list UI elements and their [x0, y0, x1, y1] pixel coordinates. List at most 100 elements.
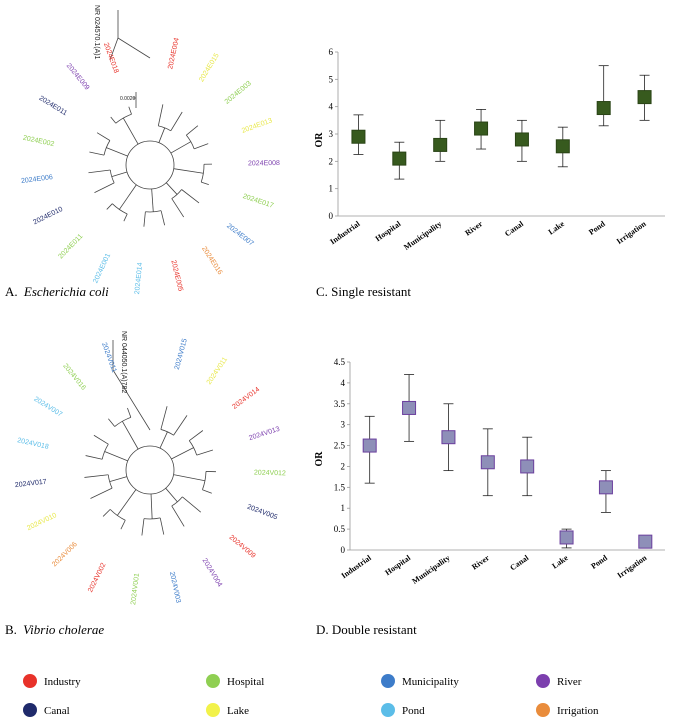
legend-swatch-irrigation [536, 703, 550, 717]
data-point-canal [520, 459, 535, 474]
x-category-label: Irrigation [615, 219, 648, 246]
tree-b-leaf-label: 2024V011 [100, 342, 117, 374]
tree-b-outgroup: NR 044050.1(A)782 [120, 331, 127, 393]
tree-a-leaf-label: 2024E004 [167, 37, 181, 70]
svg-text:B. Vibrio cholerae: B. Vibrio cholerae [5, 622, 104, 637]
tree-a-leaf-label: 2024E010 [32, 206, 64, 227]
tree-b-leaf-label: 2024V012 [254, 470, 286, 478]
chart-d-ylabel: OR [314, 451, 325, 467]
legend-label: Municipality [402, 676, 459, 688]
y-tick-label: 3.5 [334, 399, 346, 409]
y-tick-label: 2.5 [334, 441, 346, 451]
tree-a-leaf-label: 2024E005 [169, 259, 183, 292]
x-category-label: Irrigation [616, 553, 649, 580]
caption-a-prefix: A. [5, 284, 18, 299]
tree-a-outgroup: NR 024570.1(A)1 [93, 5, 100, 60]
tree-a-leaf-label: 2024E011 [38, 95, 69, 117]
legend-swatch-pond [381, 703, 395, 717]
data-point-irrigation [638, 534, 653, 549]
legend-label: Irrigation [557, 705, 599, 717]
y-tick-label: 3 [329, 129, 334, 139]
legend-swatch-municipality [381, 674, 395, 688]
caption-a: A. Escherichia coli [5, 284, 109, 299]
x-category-label: Canal [508, 553, 531, 573]
tree-a-leaf-label: 2024E018 [102, 42, 120, 74]
data-point-pond [598, 480, 613, 495]
x-category-label: Canal [503, 219, 526, 239]
data-point-municipality [441, 430, 456, 445]
data-point-pond [596, 101, 611, 116]
tree-a-leaf-label: 2024E006 [21, 174, 54, 185]
tree-a-leaf-label: 2024E015 [198, 52, 221, 83]
data-point-industrial [351, 129, 366, 144]
legend-label: Industry [44, 676, 81, 688]
tree-b-leaf-label: 2024V006 [51, 541, 79, 569]
tree-b-leaf-label: 2024V002 [87, 562, 107, 594]
x-category-label: Municipality [402, 219, 443, 252]
tree-b-leaf-label: 2024V007 [32, 396, 63, 419]
tree-b-leaf-label: 2024V016 [61, 363, 87, 392]
tree-a-leaf-label: 2024E011 [57, 233, 84, 260]
chart-c-ylabel: OR [314, 132, 325, 148]
x-category-label: River [470, 553, 491, 572]
y-tick-label: 4 [329, 102, 334, 112]
tree-a-leaf-label: 2024E007 [225, 223, 255, 248]
tree-a-leaf-label: 2024E014 [134, 262, 144, 295]
data-point-hospital [402, 400, 417, 415]
legend-label: Lake [227, 705, 249, 717]
x-category-label: Lake [550, 553, 570, 571]
y-tick-label: 4 [341, 378, 346, 388]
tree-a-leaf-label: 2024E009 [65, 62, 91, 91]
tree-panel-b: NR 044050.1(A)782 [84, 331, 216, 536]
tree-a-leaf-label: 2024E001 [92, 252, 112, 284]
y-tick-label: 0.5 [334, 524, 346, 534]
y-tick-label: 1 [329, 184, 334, 194]
x-category-label: Industrial [340, 553, 374, 580]
tree-a-scale: 0.0020 [120, 96, 136, 102]
tree-a-leaf-label: 2024E017 [242, 193, 275, 210]
tree-b-leaf-label: 2024V014 [231, 386, 261, 411]
svg-text:A. Escherichia coli: A. Escherichia coli [5, 284, 109, 299]
tree-a-leaf-label: 2024E016 [200, 246, 223, 277]
legend-swatch-river [536, 674, 550, 688]
caption-b-prefix: B. [5, 622, 17, 637]
data-point-river [474, 121, 489, 136]
tree-a-leaf-label: 2024E003 [224, 80, 253, 106]
tree-panel-b-labels: 2024V0152024V0112024V0142024V0132024V012… [15, 338, 286, 606]
y-tick-label: 1 [341, 503, 346, 513]
legend-label: River [557, 676, 582, 688]
tree-a-leaf-label: 2024E002 [22, 135, 55, 149]
x-category-label: Industrial [328, 219, 362, 246]
x-category-label: Lake [547, 219, 567, 237]
tree-a-leaf-label: 2024E008 [248, 160, 280, 167]
tree-panel-a: NR 024570.1(A)1 0.0020 [88, 5, 212, 227]
y-tick-label: 0 [329, 211, 334, 221]
y-tick-label: 0 [341, 545, 346, 555]
data-point-river [480, 455, 495, 470]
tree-b-leaf-label: 2024V011 [206, 356, 229, 386]
x-category-label: Municipality [410, 553, 451, 586]
data-point-lake [555, 139, 570, 154]
legend-swatch-lake [206, 703, 220, 717]
caption-a-species: Escherichia coli [23, 284, 109, 299]
caption-d: D. Double resistant [316, 622, 417, 637]
tree-b-leaf-label: 2024V004 [201, 557, 224, 588]
data-point-canal [514, 132, 529, 147]
data-point-municipality [433, 137, 448, 152]
tree-a-leaf-label: 2024E013 [241, 117, 273, 135]
data-point-industrial [362, 438, 377, 453]
legend-label: Canal [44, 705, 70, 717]
chart-double-resistant: OR 0 0.5 1 1.5 2 2.5 3 3.5 4 4.5 Industrial Hospita… [314, 357, 665, 586]
caption-b-species: Vibrio cholerae [23, 622, 104, 637]
data-point-irrigation [637, 90, 652, 105]
x-category-label: Hospital [374, 219, 403, 243]
y-tick-label: 5 [329, 74, 334, 84]
tree-b-leaf-label: 2024V015 [174, 338, 189, 371]
y-tick-label: 6 [329, 47, 334, 57]
tree-b-leaf-label: 2024V013 [248, 426, 281, 442]
tree-b-leaf-label: 2024V010 [26, 512, 58, 532]
legend-swatch-hospital [206, 674, 220, 688]
y-tick-label: 1.5 [334, 482, 346, 492]
caption-b: B. Vibrio cholerae [5, 622, 104, 637]
